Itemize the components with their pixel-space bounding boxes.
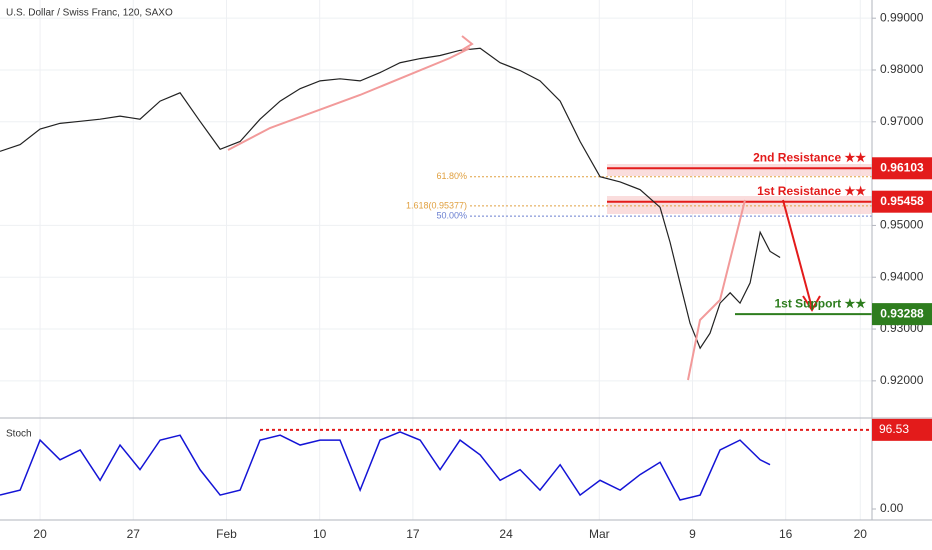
stoch-title: Stoch xyxy=(6,429,32,440)
fib-label: 1.618(0.95377) xyxy=(406,200,467,210)
chart-title: U.S. Dollar / Swiss Franc, 120, SAXO xyxy=(6,8,173,19)
x-tick-label: 17 xyxy=(406,527,420,541)
y-tick-label: 0.92000 xyxy=(880,373,924,387)
level-badge xyxy=(872,418,932,441)
x-tick-label: 10 xyxy=(313,527,327,541)
level-badge xyxy=(872,157,932,180)
y-tick-label: 0.99000 xyxy=(880,10,924,24)
level-value: 0.96103 xyxy=(880,160,924,174)
y-tick-label: 0.97000 xyxy=(880,114,924,128)
series-line xyxy=(0,47,781,350)
annotations xyxy=(227,35,821,381)
x-tick-label: 24 xyxy=(499,527,513,541)
grid xyxy=(0,0,872,520)
x-tick-label: 16 xyxy=(779,527,793,541)
y-tick-label: 0.00 xyxy=(880,501,904,515)
plot xyxy=(0,47,872,501)
level-name: 1st Resistance ★★ xyxy=(757,184,866,198)
arrow-head xyxy=(802,295,821,312)
level-name: 2nd Resistance ★★ xyxy=(753,150,866,164)
y-tick-label: 0.95000 xyxy=(880,218,924,232)
series-line xyxy=(0,431,771,501)
level-badge xyxy=(872,190,932,213)
target-arrow xyxy=(782,199,813,309)
trend-arrow xyxy=(227,47,471,151)
resistance-zone xyxy=(607,196,872,214)
labels: 20 27 Feb 10 17 24 Mar 9 16 20 0.99000 0.98000 0.970… xyxy=(33,10,932,541)
level-name: 1st Support ★★ xyxy=(774,296,866,310)
level-value: 0.95458 xyxy=(880,194,924,208)
fib-label: 50.00% xyxy=(436,210,467,220)
x-tick-label: Mar xyxy=(589,527,610,541)
x-tick-label: 20 xyxy=(33,527,47,541)
x-tick-label: 9 xyxy=(689,527,696,541)
trend-arrow xyxy=(687,199,746,381)
x-tick-label: 20 xyxy=(854,527,868,541)
y-tick-label: 0.98000 xyxy=(880,62,924,76)
level-value: 0.93288 xyxy=(880,306,924,320)
level-badge xyxy=(872,303,932,326)
resistance-zone xyxy=(607,164,872,176)
fib-label: 61.80% xyxy=(436,171,467,181)
x-tick-label: 27 xyxy=(127,527,141,541)
y-tick-label: 0.94000 xyxy=(880,269,924,283)
arrow-head xyxy=(461,35,474,51)
level-value: 96.53 xyxy=(879,422,909,436)
x-tick-label: Feb xyxy=(216,527,237,541)
